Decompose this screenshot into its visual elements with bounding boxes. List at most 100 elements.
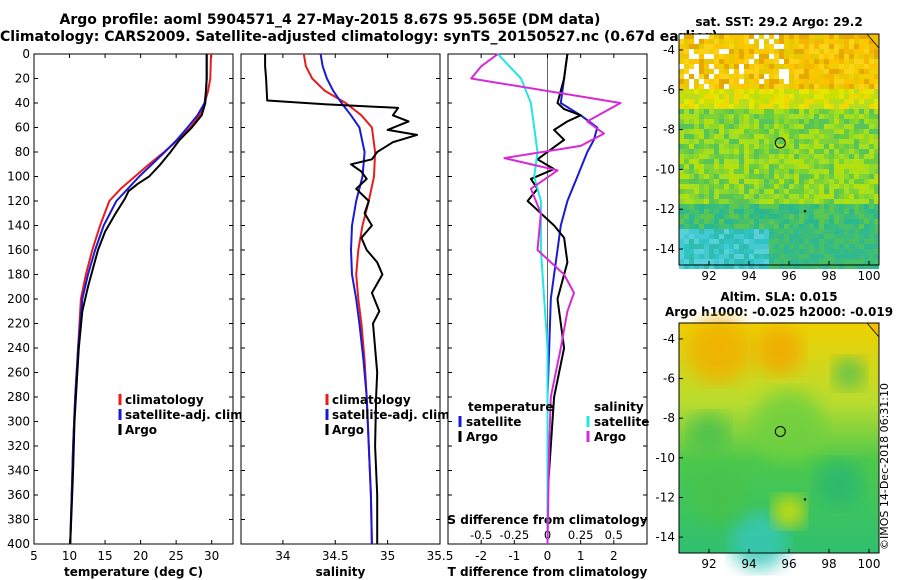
depth-tick-label-260: 260 <box>7 366 30 380</box>
sst_map-argo-position-marker <box>774 137 786 149</box>
depth-tick-label-80: 80 <box>15 145 30 159</box>
difference-xtick-label-2: -2 <box>475 549 487 563</box>
difference-series-temperature-satellite <box>546 53 599 544</box>
depth-tick-label-0: 0 <box>22 47 30 61</box>
difference-xtick-label-0: 0 <box>544 549 552 563</box>
sla_map-ytick-label-6: -6 <box>663 372 675 386</box>
difference-series-salinity-satellite <box>497 53 549 544</box>
depth-tick-label-160: 160 <box>7 243 30 257</box>
sla_map-map-frame <box>678 322 880 554</box>
difference-xtick2-label-0-25: -0.25 <box>499 528 529 542</box>
salinity-xtick-label-35: 35 <box>380 549 395 563</box>
depth-tick-label-200: 200 <box>7 292 30 306</box>
depth-tick-label-380: 380 <box>7 513 30 527</box>
difference-legend-label-salinity-argo: Argo <box>594 430 626 444</box>
difference-xtick2-label-0-5: -0.5 <box>470 528 492 542</box>
sla_map-xtick-label-98: 98 <box>821 557 836 571</box>
temperature-xtick-label-30: 30 <box>204 549 219 563</box>
sst_map-xtick-label-96: 96 <box>781 269 796 283</box>
sst-map-title: sat. SST: 29.2 Argo: 29.2 <box>695 15 862 29</box>
depth-tick-label-60: 60 <box>15 121 30 135</box>
salinity-xtick-label-34: 34 <box>275 549 290 563</box>
sst_map-ytick-label-10: -10 <box>655 162 675 176</box>
difference-series-salinity-argo <box>470 53 622 545</box>
sla_map-xtick-label-96: 96 <box>781 557 796 571</box>
depth-tick-label-140: 140 <box>7 219 30 233</box>
sla_map-xtick-label-100: 100 <box>858 557 881 571</box>
figure-title-line2: Climatology: CARS2009. Satellite-adjuste… <box>0 29 718 45</box>
salinity-xlabel: salinity <box>316 565 366 579</box>
temperature-xtick-label-5: 5 <box>30 549 38 563</box>
difference-legend-label-temperature-satellite: satellite <box>466 415 521 429</box>
depth-tick-label-280: 280 <box>7 390 30 404</box>
difference-xtick2-label-0-5: 0.5 <box>605 528 623 542</box>
figure-title-line1: Argo profile: aoml 5904571_4 27-May-2015… <box>59 12 601 28</box>
salinity-legend-label-argo: Argo <box>332 423 364 437</box>
temperature-legend-label-climatology: climatology <box>125 393 204 407</box>
salinity-series-satellite-adj-clim <box>319 53 373 545</box>
sst_map-island-marker <box>803 210 807 213</box>
sla-map-title: Altim. SLA: 0.015 <box>720 290 837 304</box>
sla_map-xtick-label-92: 92 <box>701 557 716 571</box>
sst_map-xtick-label-100: 100 <box>858 269 881 283</box>
depth-tick-label-340: 340 <box>7 464 30 478</box>
difference-series-temperature-argo <box>526 53 582 544</box>
depth-tick-label-320: 320 <box>7 439 30 453</box>
sla_map-field <box>679 318 879 570</box>
temperature-xtick-label-20: 20 <box>133 549 148 563</box>
sla_map-argo-position-marker <box>774 425 786 437</box>
depth-tick-label-20: 20 <box>15 72 30 86</box>
sst_map-ytick-label-12: -12 <box>655 202 675 216</box>
difference-legend-label-temperature-argo: Argo <box>466 430 498 444</box>
sst_map-ytick-label-4: -4 <box>663 43 675 57</box>
salinity-xtick-label-34-5: 34.5 <box>322 549 349 563</box>
sst_map-ytick-label-6: -6 <box>663 83 675 97</box>
temperature-legend-label-argo: Argo <box>125 423 157 437</box>
temperature-legend-label-satellite-adj-clim: satellite-adj. clim. <box>125 408 247 422</box>
depth-tick-label-100: 100 <box>7 170 30 184</box>
sla_map-ytick-label-14: -14 <box>655 530 675 544</box>
sla_map-island-marker <box>803 498 807 501</box>
difference-xlabel: T difference from climatology <box>448 565 648 579</box>
sst_map-xtick-label-92: 92 <box>701 269 716 283</box>
difference-legend-header-salinity: salinity <box>594 400 644 414</box>
temperature-xlabel: temperature (deg C) <box>64 565 203 579</box>
difference-xtick-label-1: 1 <box>577 549 585 563</box>
depth-tick-label-220: 220 <box>7 317 30 331</box>
salinity-legend-label-climatology: climatology <box>332 393 411 407</box>
depth-tick-label-120: 120 <box>7 194 30 208</box>
difference-xtick-label-1: -1 <box>508 549 520 563</box>
depth-tick-label-180: 180 <box>7 268 30 282</box>
sst_map-xtick-label-98: 98 <box>821 269 836 283</box>
salinity-series-argo <box>264 54 418 544</box>
sla_map-ytick-label-10: -10 <box>655 451 675 465</box>
sla_map-ytick-label-12: -12 <box>655 490 675 504</box>
sst_map-ytick-label-14: -14 <box>655 242 675 256</box>
depth-tick-label-40: 40 <box>15 96 30 110</box>
salinity-legend-label-satellite-adj-clim: satellite-adj. clim. <box>332 408 454 422</box>
salinity-plot-frame <box>240 53 441 545</box>
temperature-series-argo <box>69 54 208 545</box>
temperature-plot-frame <box>33 53 234 545</box>
difference-legend-label-salinity-satellite: satellite <box>594 415 649 429</box>
sst_map-map-frame <box>678 33 880 266</box>
salinity-xtick-label-35-5: 35.5 <box>427 549 454 563</box>
sla_map-ytick-label-4: -4 <box>663 332 675 346</box>
sst_map-ytick-label-8: -8 <box>663 123 675 137</box>
sla_map-xtick-label-94: 94 <box>741 557 756 571</box>
temperature-xtick-label-15: 15 <box>97 549 112 563</box>
sst_map-field <box>679 34 879 269</box>
depth-tick-label-360: 360 <box>7 488 30 502</box>
depth-tick-label-300: 300 <box>7 415 30 429</box>
imos-timestamp: ©IMOS 14-Dec-2018 06:31:10 <box>878 383 891 550</box>
sla-map-subtitle: Argo h1000: -0.025 h2000: -0.019 <box>665 305 893 319</box>
temperature-xtick-label-10: 10 <box>62 549 77 563</box>
sst_map-xtick-label-94: 94 <box>741 269 756 283</box>
temperature-xtick-label-25: 25 <box>169 549 184 563</box>
difference-xtick2-label-0-25: 0.25 <box>568 528 594 542</box>
difference-xtick-label-2: 2 <box>610 549 618 563</box>
depth-tick-label-400: 400 <box>7 537 30 551</box>
depth-tick-label-240: 240 <box>7 341 30 355</box>
difference-legend-header-temperature: temperature <box>468 400 553 414</box>
